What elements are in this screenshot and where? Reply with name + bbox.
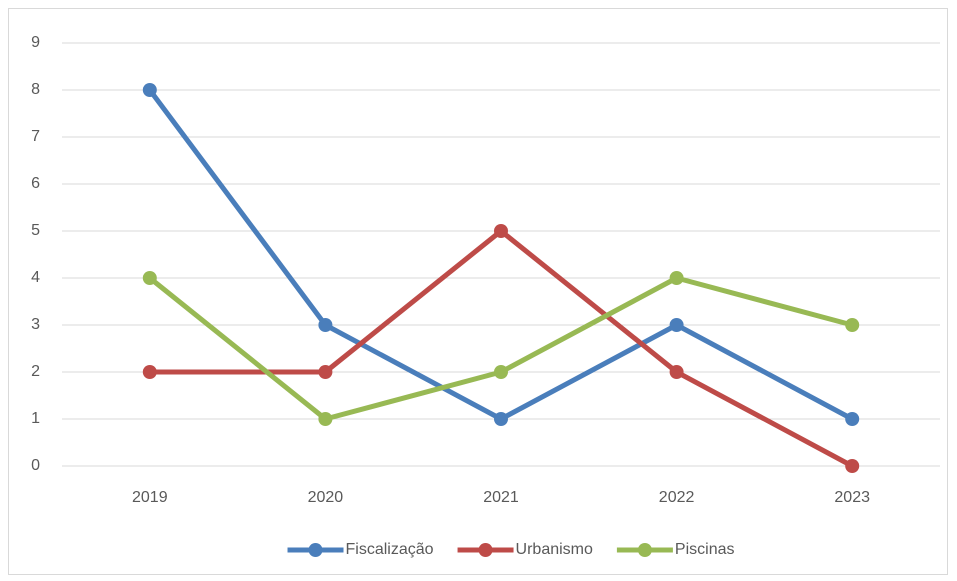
y-tick-label: 0 — [31, 457, 40, 474]
y-tick-label: 2 — [31, 363, 40, 380]
y-tick-label: 6 — [31, 175, 40, 192]
data-point — [142, 365, 157, 379]
data-point — [494, 412, 508, 426]
y-tick-label: 3 — [31, 316, 40, 333]
data-point — [845, 318, 860, 332]
y-tick-label: 7 — [31, 128, 40, 145]
legend-marker — [478, 543, 493, 557]
x-tick-label: 2019 — [132, 489, 168, 506]
y-tick-label: 1 — [31, 410, 40, 427]
data-point — [318, 365, 333, 379]
data-point — [845, 459, 860, 473]
data-point — [669, 365, 684, 379]
data-point — [669, 318, 684, 332]
x-tick-label: 2020 — [308, 489, 344, 506]
y-tick-label: 8 — [31, 81, 40, 98]
data-point — [669, 271, 684, 285]
y-tick-label: 9 — [31, 34, 40, 51]
data-point — [318, 318, 333, 332]
legend-label: Urbanismo — [516, 541, 593, 558]
data-point — [494, 365, 508, 379]
x-tick-label: 2021 — [483, 489, 519, 506]
legend-marker — [637, 543, 652, 557]
data-point — [142, 83, 157, 97]
x-tick-label: 2022 — [659, 489, 695, 506]
y-tick-label: 4 — [31, 269, 40, 286]
legend-label: Piscinas — [675, 541, 735, 558]
legend-label: Fiscalização — [346, 541, 434, 558]
data-point — [494, 224, 508, 238]
data-point — [318, 412, 333, 426]
y-tick-label: 5 — [31, 222, 40, 239]
data-point — [142, 271, 157, 285]
data-point — [845, 412, 860, 426]
x-tick-label: 2023 — [834, 489, 870, 506]
legend-marker — [308, 543, 323, 557]
